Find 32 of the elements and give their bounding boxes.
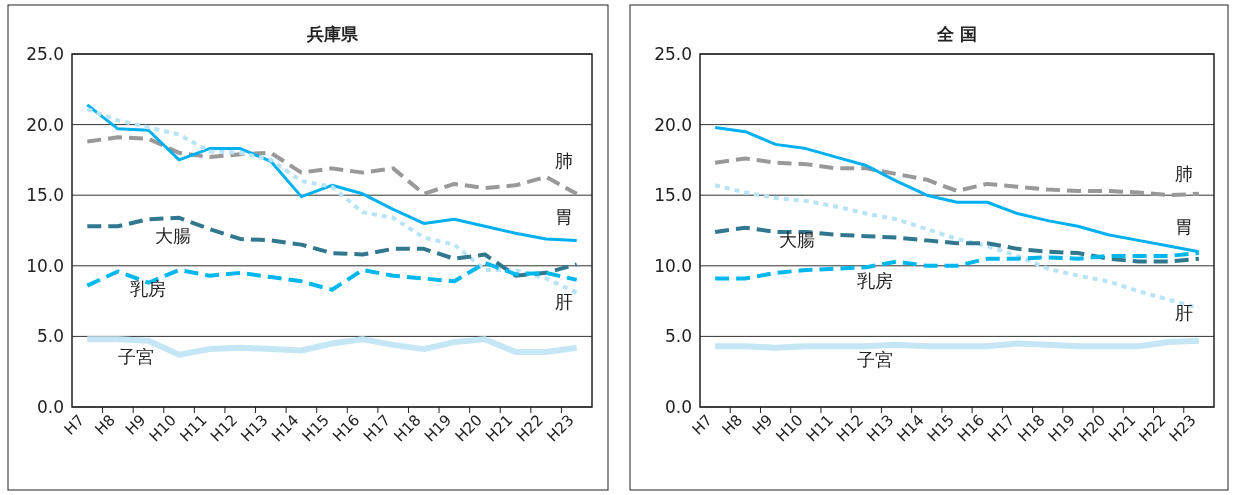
- y-tick-label: 15.0: [26, 185, 64, 206]
- series-label: 肝: [555, 291, 574, 313]
- series-label: 肝: [1174, 302, 1193, 324]
- chart-title: 兵庫県: [305, 24, 359, 44]
- y-tick-label: 10.0: [26, 255, 64, 276]
- x-tick-label: H9: [748, 411, 777, 439]
- series-label: 肺: [555, 149, 574, 171]
- x-tick-label: H21: [482, 411, 517, 446]
- series-label: 大腸: [154, 224, 191, 246]
- series-label: 胃: [1174, 216, 1193, 238]
- series-label: 子宮: [857, 349, 894, 371]
- y-tick-label: 5.0: [664, 326, 692, 347]
- series-label: 肺: [1174, 162, 1193, 184]
- y-tick-label: 10.0: [654, 255, 692, 276]
- y-tick-label: 5.0: [36, 326, 64, 347]
- y-tick-label: 15.0: [654, 185, 692, 206]
- series-label: 乳房: [857, 269, 894, 291]
- x-tick-label: H9: [121, 411, 150, 439]
- series-label: 乳房: [130, 278, 167, 300]
- series-label: 子宮: [118, 346, 155, 368]
- y-tick-label: 25.0: [26, 44, 64, 64]
- chart-title: 全 国: [936, 24, 977, 44]
- x-tick-label: H8: [91, 411, 119, 439]
- x-tick-label: H21: [1105, 411, 1140, 446]
- y-tick-label: 20.0: [26, 114, 64, 135]
- y-tick-label: 25.0: [654, 44, 692, 64]
- x-tick-label: H8: [718, 411, 747, 439]
- series-label: 大腸: [778, 229, 815, 251]
- y-tick-label: 0.0: [664, 397, 692, 417]
- y-tick-label: 0.0: [36, 397, 64, 417]
- series-label: 胃: [555, 206, 574, 228]
- y-tick-label: 20.0: [654, 114, 692, 135]
